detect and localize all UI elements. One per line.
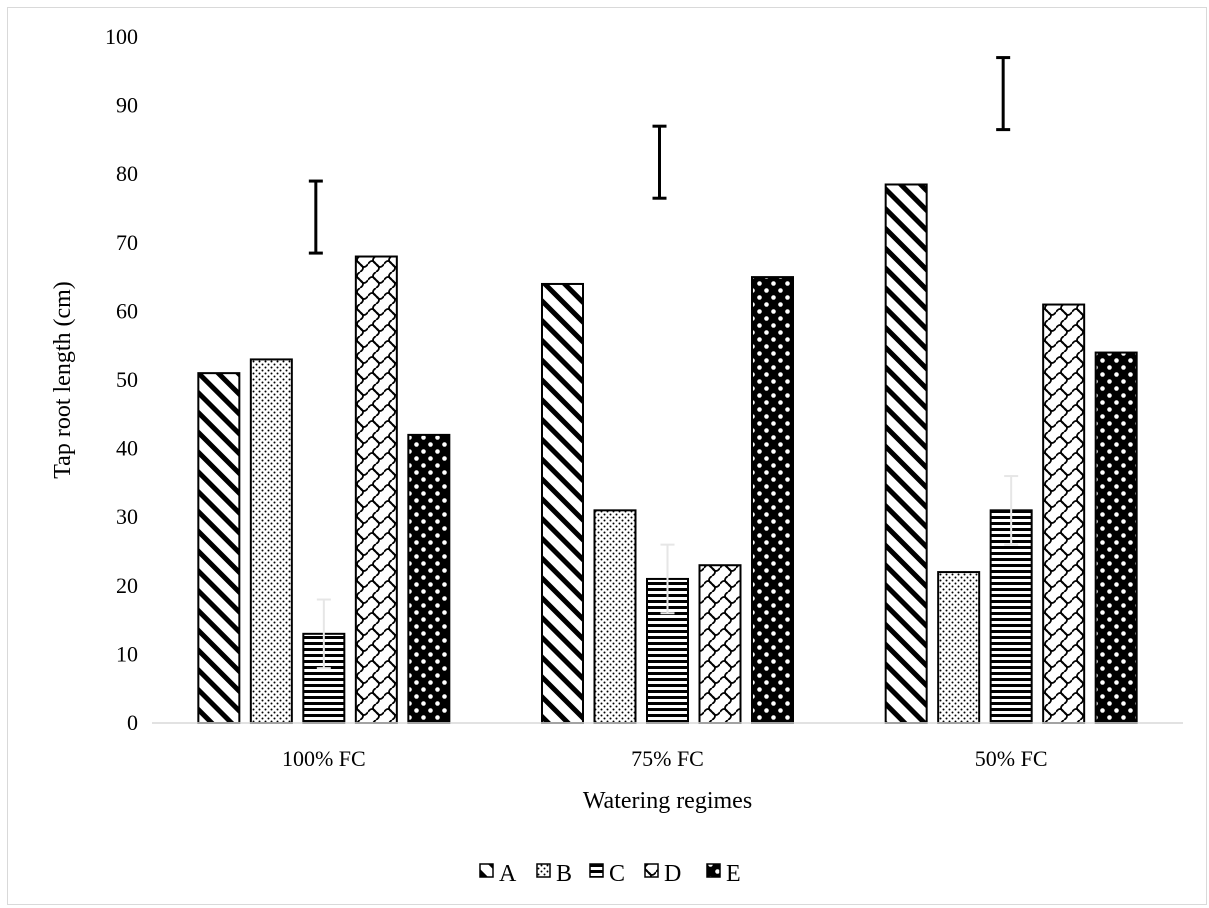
bar-A-2: [884, 183, 928, 725]
legend-swatch: [536, 863, 551, 878]
x-tick-label: 100% FC: [282, 746, 366, 771]
legend-label: A: [499, 861, 517, 887]
bars: [197, 183, 1138, 725]
bar-D-0: [354, 255, 398, 724]
y-tick-label: 10: [116, 641, 138, 666]
x-axis-title: Watering regimes: [583, 788, 752, 814]
y-tick-label: 100: [105, 24, 138, 49]
y-tick-label: 0: [127, 710, 138, 735]
bar-B-0: [249, 358, 293, 724]
series-c-error-bar: [1004, 475, 1019, 546]
legend-item-D: D: [644, 861, 681, 887]
y-tick-label: 80: [116, 161, 138, 186]
lsd-error-bar: [652, 124, 667, 200]
series-c-error-bar: [316, 598, 331, 670]
series-c-error-bar: [660, 543, 675, 615]
legend-swatch: [706, 863, 721, 878]
legend-swatch: [479, 863, 494, 878]
bar-D-2: [1042, 303, 1086, 724]
bar-A-0: [197, 372, 241, 724]
bar-E-2: [1094, 351, 1138, 724]
y-tick-label: 50: [116, 367, 138, 392]
legend-item-B: B: [536, 861, 572, 887]
lsd-error-bar: [996, 56, 1011, 132]
y-tick-label: 70: [116, 230, 138, 255]
bar-E-0: [407, 433, 451, 724]
bar-D-1: [698, 564, 742, 724]
legend-label: D: [664, 861, 681, 887]
legend-swatch: [589, 863, 604, 878]
x-axis-tick-labels: 100% FC 75% FC 50% FC: [282, 746, 1048, 771]
bar-B-2: [937, 571, 981, 725]
legend: A B C D E: [479, 861, 741, 887]
legend-swatch: [644, 863, 659, 878]
y-tick-label: 30: [116, 504, 138, 529]
legend-item-A: A: [479, 861, 517, 887]
legend-label: E: [726, 861, 741, 887]
bar-A-1: [541, 282, 584, 724]
y-axis-title: Tap root length (cm): [50, 281, 76, 479]
y-tick-label: 60: [116, 298, 138, 323]
x-tick-label: 75% FC: [631, 746, 704, 771]
x-tick-label: 50% FC: [975, 746, 1048, 771]
bar-B-1: [593, 509, 637, 724]
lsd-error-bar: [308, 179, 323, 255]
legend-item-E: E: [706, 861, 741, 887]
y-tick-label: 40: [116, 436, 138, 461]
y-tick-label: 20: [116, 573, 138, 598]
legend-item-C: C: [589, 861, 625, 887]
bar-E-1: [751, 276, 794, 724]
error-bars: [308, 56, 1019, 670]
legend-label: C: [609, 861, 625, 887]
y-axis-tick-labels: 0 10 20 30 40 50 60 70 80 90 100: [105, 24, 138, 735]
y-tick-label: 90: [116, 93, 138, 118]
bar-C-2: [989, 509, 1033, 724]
legend-label: B: [556, 861, 572, 887]
